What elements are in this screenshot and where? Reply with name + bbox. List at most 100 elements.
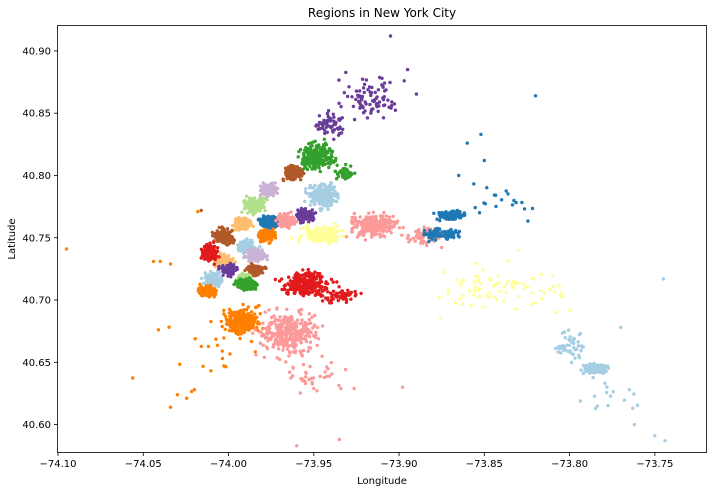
data-point: [227, 241, 231, 246]
data-point: [489, 278, 493, 282]
data-point: [245, 245, 249, 250]
data-point: [481, 268, 485, 272]
data-point: [216, 285, 221, 289]
data-point: [330, 159, 335, 163]
data-point: [335, 163, 339, 167]
data-point: [306, 292, 310, 296]
data-point: [325, 365, 329, 369]
data-point: [243, 227, 247, 232]
data-point: [336, 298, 340, 303]
data-point: [355, 222, 359, 226]
data-point: [310, 167, 314, 171]
data-point: [327, 374, 332, 378]
data-point: [318, 189, 322, 194]
data-point: [263, 310, 267, 314]
data-point: [354, 89, 359, 93]
data-point: [243, 313, 248, 317]
data-point: [266, 339, 270, 343]
data-point: [242, 288, 246, 292]
data-point: [367, 85, 372, 89]
data-point: [553, 290, 557, 294]
data-point: [477, 211, 482, 215]
data-point: [321, 152, 326, 156]
data-point: [497, 289, 502, 293]
data-point: [335, 126, 340, 130]
data-point: [408, 237, 413, 242]
data-point: [359, 291, 363, 296]
data-point: [325, 191, 329, 195]
data-point: [338, 126, 342, 131]
data-point: [131, 376, 135, 380]
data-point: [262, 205, 266, 209]
data-point: [511, 279, 515, 283]
data-point: [560, 291, 564, 295]
data-point: [271, 333, 276, 337]
data-point: [557, 283, 561, 287]
data-point: [300, 318, 304, 322]
data-point: [334, 177, 339, 181]
data-point: [325, 111, 330, 116]
data-point: [457, 235, 461, 239]
data-point: [548, 288, 552, 292]
data-point: [325, 374, 329, 379]
data-point: [384, 214, 389, 218]
data-point: [235, 316, 240, 320]
data-point: [301, 268, 305, 272]
data-point: [360, 104, 365, 109]
data-point: [298, 338, 302, 342]
data-point: [386, 98, 390, 102]
data-point: [416, 228, 421, 232]
data-point: [212, 262, 216, 266]
data-point: [510, 282, 515, 286]
data-point: [369, 225, 373, 229]
data-point: [539, 296, 544, 301]
data-point: [510, 203, 515, 207]
data-point: [337, 101, 341, 106]
data-point: [326, 290, 330, 294]
data-point: [285, 347, 290, 351]
data-point: [265, 346, 270, 351]
data-point: [253, 350, 257, 354]
data-point: [310, 380, 314, 385]
data-point: [328, 301, 332, 305]
data-point: [315, 161, 319, 166]
data-point: [215, 246, 220, 250]
data-point: [284, 360, 288, 364]
data-point: [416, 236, 420, 240]
data-point: [217, 225, 221, 230]
data-point: [248, 283, 252, 287]
data-point: [285, 343, 290, 348]
data-point: [251, 213, 255, 217]
data-point: [325, 130, 329, 134]
data-point: [458, 297, 462, 301]
data-point: [378, 232, 382, 236]
data-point: [275, 307, 279, 311]
data-point: [297, 310, 302, 315]
data-point: [206, 344, 211, 349]
data-point: [230, 237, 234, 242]
data-point: [298, 391, 303, 395]
points-layer: [64, 34, 667, 448]
data-point: [261, 321, 265, 325]
data-point: [306, 230, 310, 234]
data-point: [296, 332, 301, 336]
data-point: [264, 224, 268, 228]
data-point: [339, 131, 344, 135]
data-point: [233, 260, 238, 264]
data-point: [178, 362, 182, 366]
data-point: [198, 289, 202, 293]
data-point: [259, 240, 263, 244]
data-point: [285, 307, 289, 311]
data-point: [367, 211, 371, 215]
data-point: [275, 191, 279, 196]
data-point: [321, 324, 325, 328]
data-point: [236, 246, 241, 250]
data-point: [432, 211, 436, 215]
data-point: [269, 184, 273, 188]
data-point: [225, 265, 229, 269]
data-point: [335, 280, 339, 284]
data-point: [472, 182, 476, 186]
data-point: [226, 274, 230, 278]
data-point: [207, 247, 211, 251]
data-point: [222, 233, 226, 237]
